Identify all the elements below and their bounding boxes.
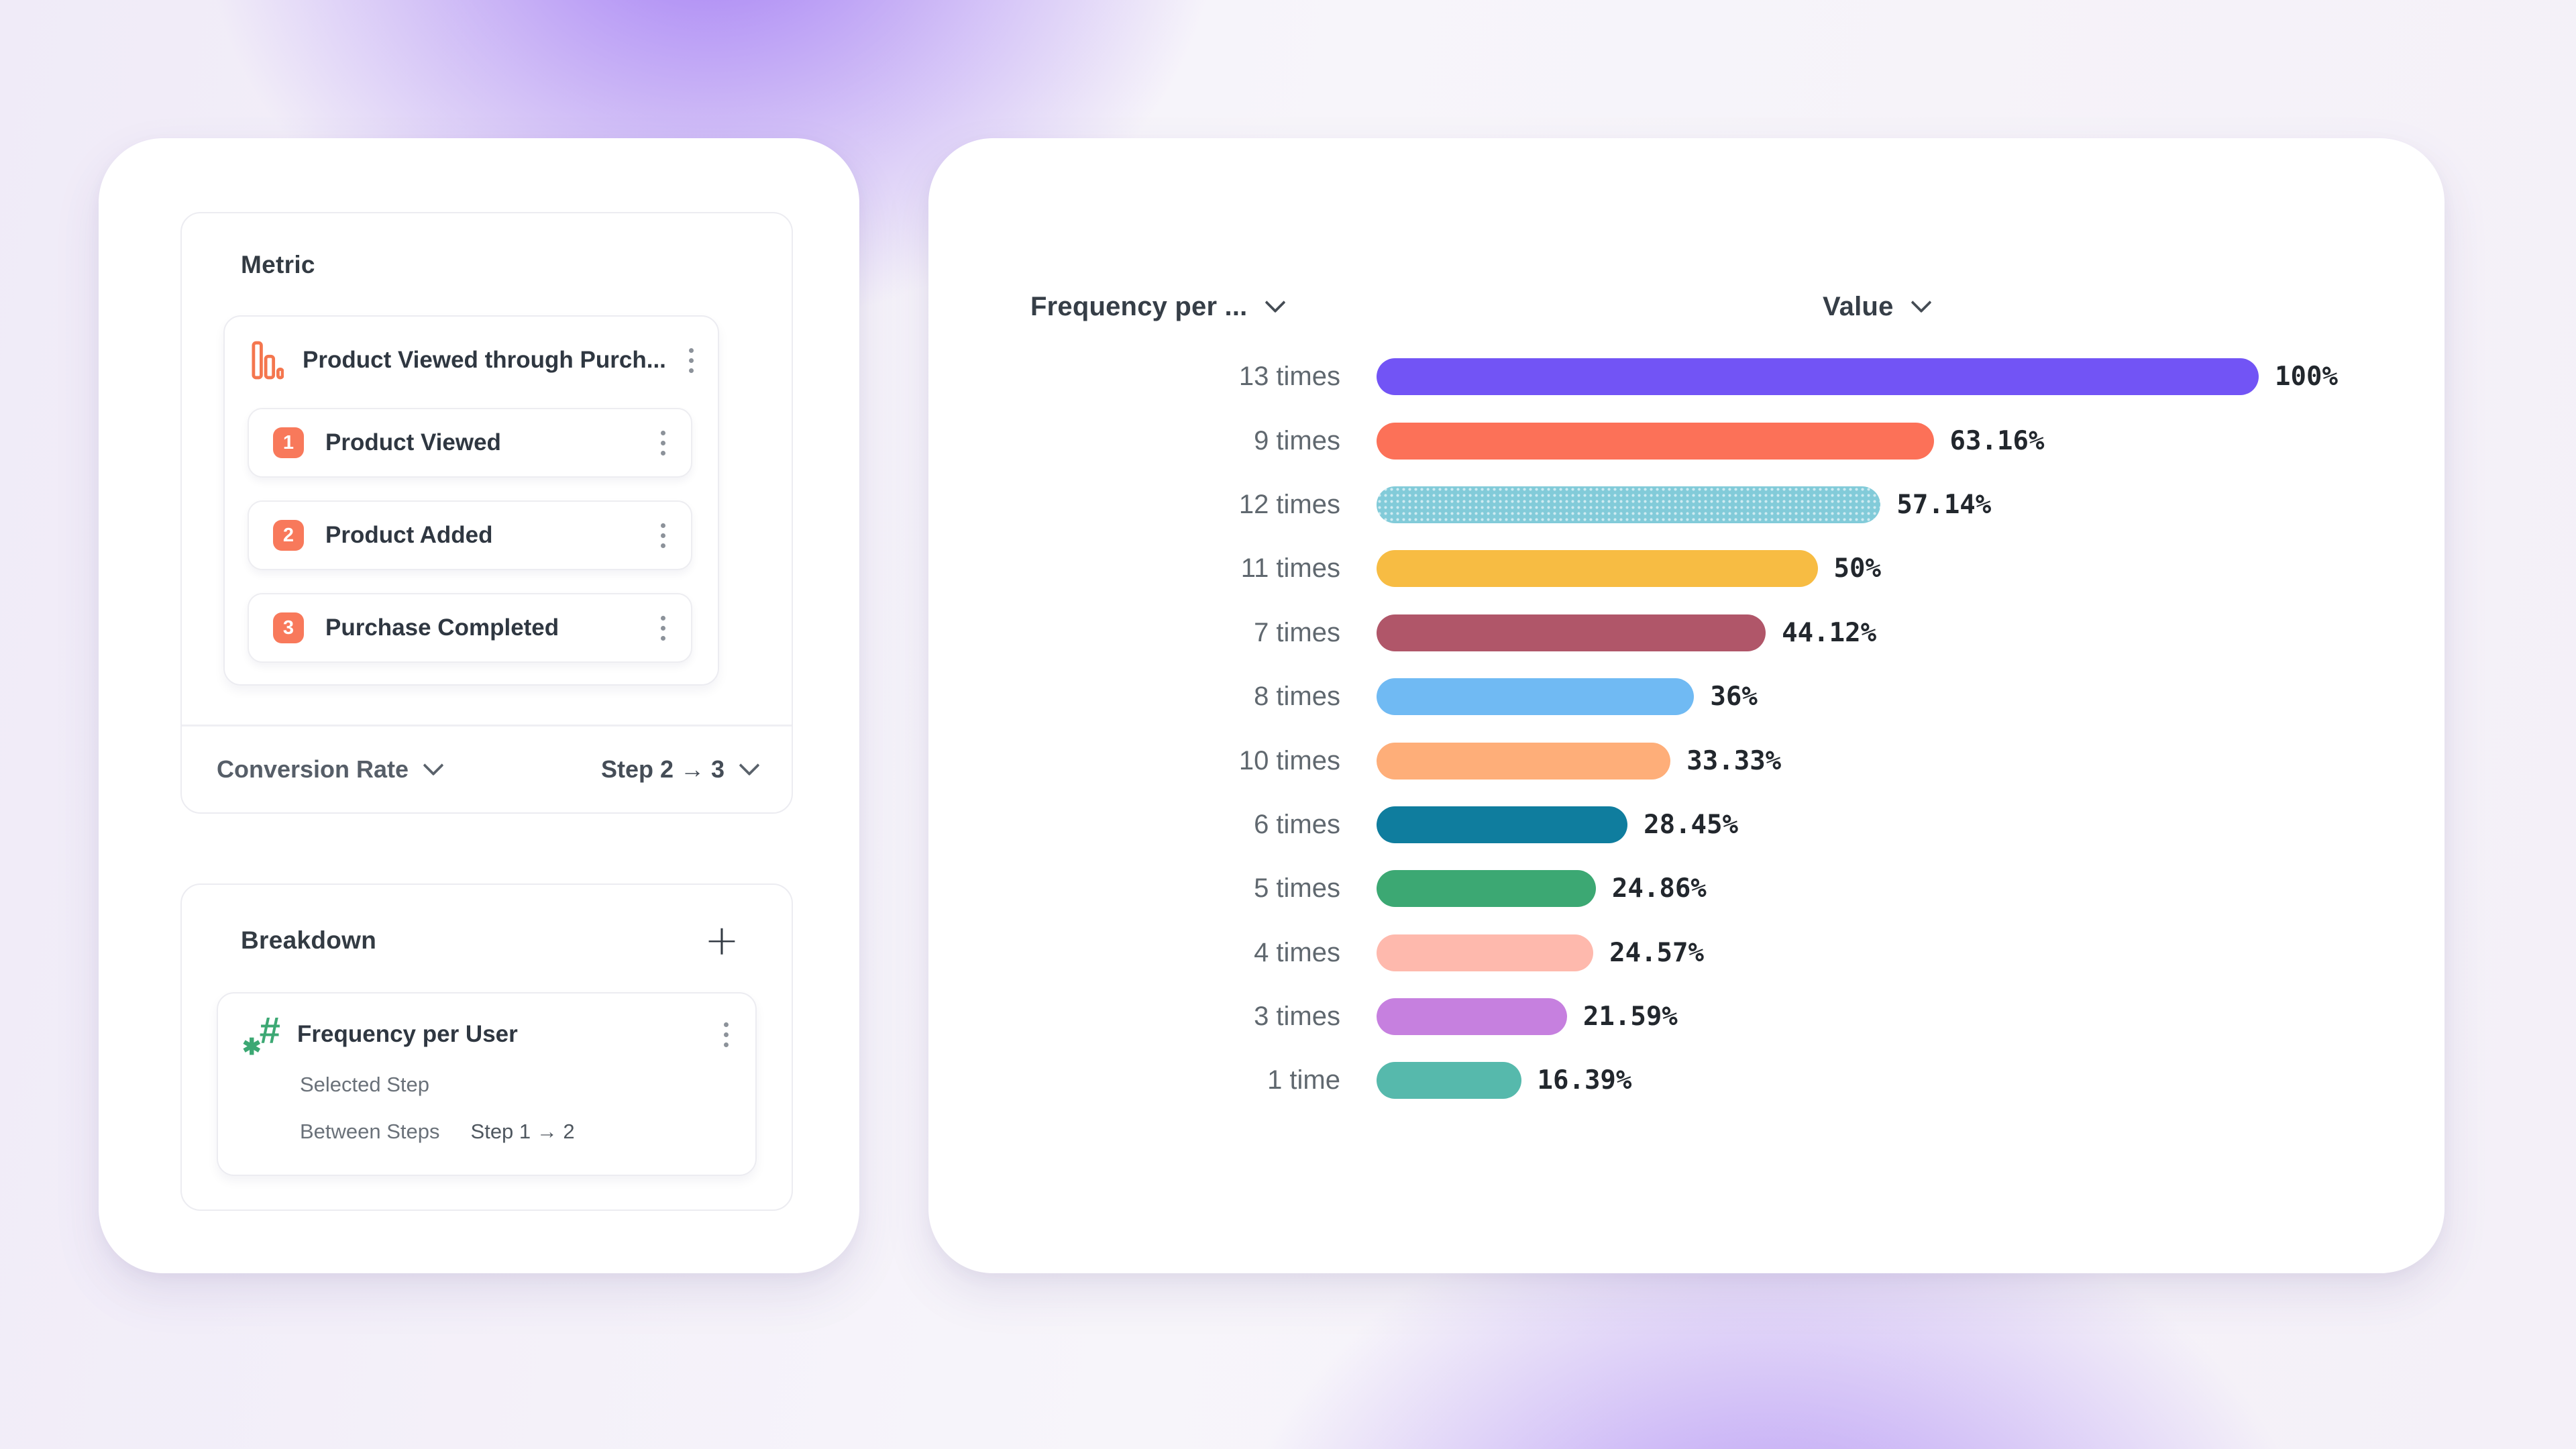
bar-value-label: 63.16% bbox=[1949, 425, 2045, 456]
kebab-menu-icon[interactable] bbox=[655, 518, 671, 553]
bar-category-label: 13 times bbox=[1238, 362, 1340, 392]
bar-value-label: 28.45% bbox=[1644, 809, 1738, 840]
bar[interactable] bbox=[1377, 422, 1934, 460]
breakdown-item-header[interactable]: # ✱ Frequency per User bbox=[242, 1009, 734, 1061]
conversion-rate-label: Conversion Rate bbox=[217, 755, 409, 783]
category-column-dropdown[interactable]: Frequency per ... bbox=[1030, 283, 1286, 330]
funnel-metric-header[interactable]: Product Viewed through Purch... bbox=[252, 334, 699, 386]
step-range-dropdown[interactable]: Step 2 → 3 bbox=[600, 755, 760, 784]
bar-category-label: 11 times bbox=[1240, 553, 1340, 584]
chart-row: 12 times 57.14% bbox=[928, 473, 2445, 537]
numeric-hash-icon: # ✱ bbox=[242, 1009, 280, 1061]
bar-value-label: 36% bbox=[1710, 682, 1758, 712]
step-label: Product Added bbox=[325, 522, 493, 548]
breakdown-title: Breakdown bbox=[241, 926, 377, 954]
step-label: Product Viewed bbox=[325, 429, 501, 455]
breakdown-item-card[interactable]: # ✱ Frequency per User Selected Step Betw… bbox=[217, 992, 757, 1176]
chart-row: 9 times 63.16% bbox=[928, 409, 2445, 472]
category-column-header: Frequency per ... bbox=[1030, 291, 1248, 321]
chart-row: 3 times 21.59% bbox=[928, 985, 2445, 1049]
between-steps-value[interactable]: Step 1 → 2 bbox=[470, 1120, 575, 1143]
funnel-metric-card[interactable]: Product Viewed through Purch... 1 Produc… bbox=[223, 315, 719, 686]
step-range-label: Step 2 → 3 bbox=[600, 755, 724, 783]
chart-row: 6 times 28.45% bbox=[928, 793, 2445, 857]
bar-category-label: 4 times bbox=[1254, 937, 1340, 967]
bar-value-label: 24.86% bbox=[1611, 873, 1707, 904]
bar-category-label: 5 times bbox=[1254, 873, 1340, 904]
bar-category-label: 10 times bbox=[1238, 745, 1340, 775]
between-steps-label: Between Steps bbox=[300, 1120, 440, 1143]
chevron-down-icon bbox=[739, 755, 760, 776]
bar[interactable] bbox=[1377, 934, 1594, 971]
chart-row: 4 times 24.57% bbox=[928, 921, 2445, 985]
bar-value-label: 57.14% bbox=[1896, 489, 1992, 520]
funnel-step-2[interactable]: 2 Product Added bbox=[248, 500, 692, 570]
chart-row: 5 times 24.86% bbox=[928, 857, 2445, 920]
value-column-dropdown[interactable]: Value bbox=[1823, 283, 1932, 330]
bar-category-label: 9 times bbox=[1254, 425, 1340, 455]
kebab-menu-icon[interactable] bbox=[655, 425, 671, 461]
chart-row: 11 times 50% bbox=[928, 537, 2445, 600]
bar-value-label: 16.39% bbox=[1537, 1065, 1632, 1096]
step-number-badge: 3 bbox=[273, 612, 304, 643]
bar[interactable] bbox=[1377, 358, 2259, 396]
kebab-menu-icon[interactable] bbox=[655, 610, 671, 646]
step-number-badge: 1 bbox=[273, 427, 304, 458]
bar-category-label: 1 time bbox=[1267, 1065, 1340, 1095]
between-steps-row[interactable]: Between Steps Step 1 → 2 bbox=[300, 1120, 575, 1144]
bar-value-label: 21.59% bbox=[1582, 1002, 1678, 1032]
value-column-header: Value bbox=[1823, 291, 1894, 321]
metric-panel-title: Metric bbox=[241, 251, 315, 278]
conversion-rate-dropdown[interactable]: Conversion Rate bbox=[217, 755, 444, 784]
step-label: Purchase Completed bbox=[325, 614, 559, 641]
kebab-menu-icon[interactable] bbox=[718, 1017, 734, 1053]
bar-value-label: 44.12% bbox=[1782, 617, 1877, 648]
add-breakdown-button[interactable]: + bbox=[704, 916, 739, 965]
bar[interactable] bbox=[1377, 486, 1881, 523]
bar-category-label: 12 times bbox=[1238, 489, 1340, 519]
selected-step-label[interactable]: Selected Step bbox=[300, 1073, 430, 1096]
bar-value-label: 33.33% bbox=[1686, 745, 1782, 776]
bar-category-label: 6 times bbox=[1254, 809, 1340, 839]
bar[interactable] bbox=[1377, 1062, 1521, 1099]
bar[interactable] bbox=[1377, 806, 1628, 843]
breakdown-property-name: Frequency per User bbox=[297, 1021, 518, 1047]
chevron-down-icon bbox=[1264, 292, 1286, 313]
bar-chart: 13 times 100% 9 times 63.16% 12 times 57… bbox=[928, 345, 2445, 1113]
bar-category-label: 7 times bbox=[1254, 617, 1340, 647]
query-builder-card: Metric Product Viewed through Purch... 1… bbox=[99, 138, 859, 1273]
divider bbox=[182, 724, 792, 727]
funnel-step-1[interactable]: 1 Product Viewed bbox=[248, 408, 692, 478]
bar[interactable] bbox=[1377, 550, 1818, 588]
chart-row: 7 times 44.12% bbox=[928, 601, 2445, 665]
funnel-step-3[interactable]: 3 Purchase Completed bbox=[248, 593, 692, 663]
bar-value-label: 100% bbox=[2275, 362, 2338, 392]
bar-value-label: 50% bbox=[1833, 553, 1881, 584]
kebab-menu-icon[interactable] bbox=[684, 343, 699, 378]
chevron-down-icon bbox=[1910, 292, 1932, 313]
chart-card: Frequency per ... Value 13 times 100% 9 … bbox=[928, 138, 2445, 1273]
breakdown-panel: Breakdown + # ✱ Frequency per User Select… bbox=[180, 883, 793, 1211]
bar[interactable] bbox=[1377, 870, 1596, 908]
chart-row: 10 times 33.33% bbox=[928, 729, 2445, 792]
funnel-metric-name: Product Viewed through Purch... bbox=[303, 347, 666, 373]
metric-panel: Metric Product Viewed through Purch... 1… bbox=[180, 212, 793, 814]
breakdown-header: Breakdown + bbox=[241, 918, 739, 963]
metric-footer: Conversion Rate Step 2 → 3 bbox=[217, 727, 760, 812]
bar-category-label: 8 times bbox=[1254, 682, 1340, 712]
chart-row: 13 times 100% bbox=[928, 345, 2445, 409]
bar[interactable] bbox=[1377, 678, 1695, 716]
chart-row: 8 times 36% bbox=[928, 665, 2445, 729]
bar[interactable] bbox=[1377, 742, 1671, 780]
funnel-bar-chart-icon bbox=[252, 341, 284, 380]
bar[interactable] bbox=[1377, 998, 1567, 1036]
step-number-badge: 2 bbox=[273, 520, 304, 551]
chevron-down-icon bbox=[423, 755, 444, 776]
bar[interactable] bbox=[1377, 614, 1766, 651]
bar-category-label: 3 times bbox=[1254, 1002, 1340, 1032]
chart-row: 1 time 16.39% bbox=[928, 1049, 2445, 1112]
bar-value-label: 24.57% bbox=[1609, 937, 1704, 968]
